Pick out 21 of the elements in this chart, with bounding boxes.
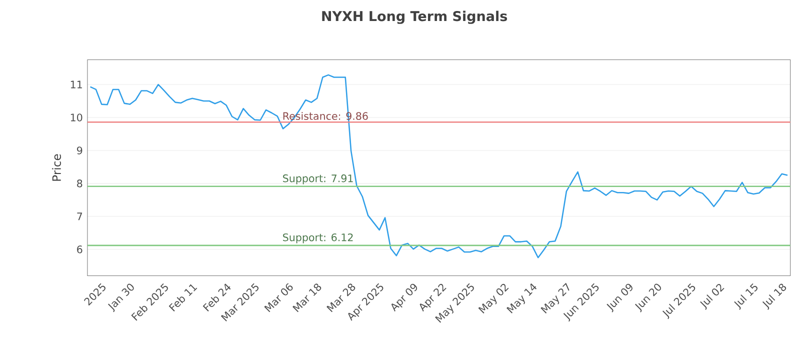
y-tick-label: 9	[77, 146, 82, 154]
y-tick-label: 8	[77, 179, 82, 188]
x-tick-label: Jul 15	[734, 283, 758, 310]
y-axis-title: Price	[52, 154, 61, 181]
y-tick-label: 11	[70, 80, 82, 88]
x-tick-label: Apr 22	[420, 284, 446, 312]
x-tick-label: Jan 30	[108, 284, 134, 312]
x-tick-label: Apr 09	[391, 284, 418, 312]
y-tick-label: 6	[77, 245, 82, 254]
x-tick-label: Jun 09	[606, 284, 632, 312]
x-tick-label: Jun 20	[635, 284, 662, 312]
x-tick-label: Jul 18	[762, 284, 786, 310]
ref-line-label: Support: 7.91	[283, 174, 353, 184]
x-tick-label: Feb 11	[168, 284, 198, 312]
x-tick-label: Mar 18	[292, 283, 322, 312]
y-tick-label: 7	[77, 212, 82, 220]
x-tick-label: Jul 02	[700, 284, 724, 310]
y-tick-label: 10	[70, 113, 82, 122]
chart-title: NYXH Long Term Signals	[322, 10, 508, 24]
ref-line-label: Support: 6.12	[283, 233, 353, 244]
x-tick-label: Mar 06	[264, 282, 293, 312]
